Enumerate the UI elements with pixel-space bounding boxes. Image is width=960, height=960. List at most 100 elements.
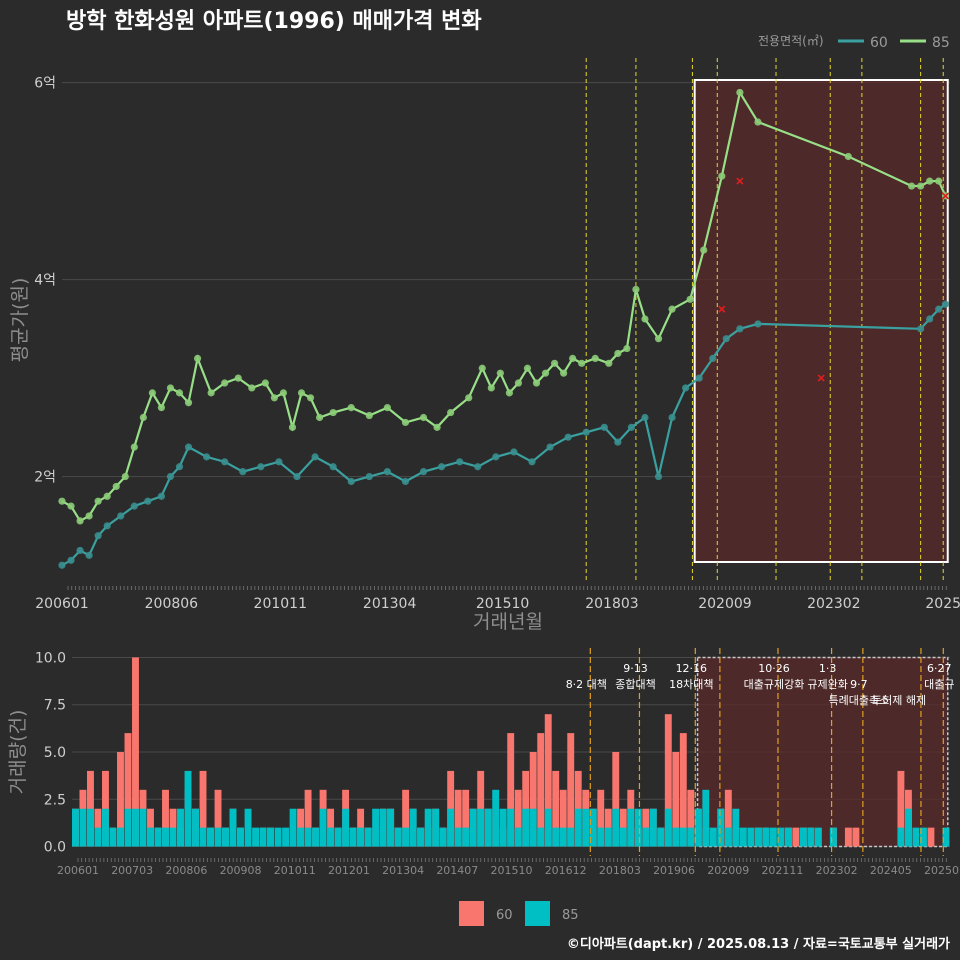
bar-85-64	[552, 827, 560, 847]
bar-85-53	[469, 808, 477, 847]
data-point-85-7	[121, 472, 129, 481]
y-tick-label-2: 6억	[34, 76, 56, 92]
bar-85-34	[327, 827, 335, 847]
bar-85-12	[162, 827, 169, 847]
data-point-60-26	[438, 463, 446, 471]
bar-85-78	[657, 827, 665, 847]
data-point-85-6	[112, 482, 120, 491]
data-point-60-0	[58, 561, 66, 569]
data-point-85-43	[541, 369, 550, 377]
bar-x-tick-label-14: 202302	[816, 864, 858, 877]
bar-60-64	[552, 770, 560, 847]
bar-85-6	[117, 827, 124, 847]
bar-y-tick-label-2: 5.0	[44, 745, 66, 761]
bar-60-58	[507, 733, 515, 847]
data-point-60-42	[695, 374, 703, 382]
bar-85-7	[124, 808, 132, 847]
bar-85-5	[109, 827, 117, 847]
bar-85-9	[139, 808, 147, 847]
x-tick-label-5: 201803	[585, 596, 638, 612]
data-point-60-38	[641, 413, 649, 422]
cancel-mark-3	[941, 192, 950, 200]
x-tick-label-2: 201011	[254, 596, 307, 612]
bar-85-10	[147, 827, 154, 847]
bar-85-116	[942, 827, 950, 847]
bar-60-72	[612, 752, 620, 847]
data-point-85-55	[668, 305, 676, 313]
data-point-60-36	[614, 438, 622, 446]
bar-60-110	[897, 770, 905, 847]
data-point-85-39	[505, 389, 513, 397]
bar-85-113	[919, 827, 927, 847]
data-point-60-45	[736, 325, 744, 333]
data-point-60-8	[144, 497, 152, 505]
price-panel: 2억 4억 6억 200601 200806 201011 201304 201510 2018…	[9, 58, 960, 633]
bar-legend-label-85: 85	[562, 908, 579, 923]
data-point-85-14	[184, 399, 193, 407]
bar-60-51	[454, 789, 462, 847]
data-point-85-61	[844, 152, 852, 161]
data-point-85-9	[139, 413, 147, 422]
bar-85-99	[814, 827, 822, 847]
bar-85-98	[807, 827, 815, 847]
bar-85-11	[154, 827, 162, 847]
data-point-60-19	[311, 453, 319, 461]
bar-x-tick-label-10: 201803	[599, 864, 641, 877]
bar-60-114	[927, 827, 935, 847]
data-point-85-65	[935, 177, 943, 185]
bar-60-44	[402, 789, 410, 847]
bar-60-8	[132, 657, 139, 847]
legend-label-85: 85	[932, 35, 950, 51]
x-tick-label-6: 202009	[698, 596, 751, 612]
data-point-60-17	[275, 458, 283, 466]
data-point-60-43	[709, 354, 717, 362]
data-point-85-58	[718, 172, 726, 180]
bar-60-19	[214, 789, 222, 847]
bar-85-24	[252, 827, 260, 847]
bar-85-40	[372, 808, 380, 847]
bar-85-90	[747, 827, 755, 847]
bar-85-56	[492, 789, 500, 847]
bar-85-83	[694, 808, 702, 847]
bar-85-65	[559, 827, 567, 847]
data-point-85-30	[383, 404, 391, 412]
data-point-60-39	[654, 472, 663, 481]
bar-85-82	[687, 827, 695, 847]
bar-60-96	[792, 827, 800, 847]
data-point-85-3	[85, 512, 93, 520]
bar-60-87	[724, 789, 732, 847]
bar-60-66	[567, 733, 575, 847]
bar-60-80	[672, 752, 680, 847]
bar-85-79	[664, 808, 672, 847]
bar-85-31	[304, 827, 312, 847]
policy-annotation-10: 특례대출축소	[829, 694, 890, 707]
bar-85-74	[627, 808, 635, 847]
data-point-85-29	[365, 411, 373, 420]
data-point-60-12	[184, 443, 193, 451]
bar-85-52	[462, 827, 470, 847]
bar-85-62	[537, 827, 545, 847]
bar-x-tick-label-15: 202405	[870, 864, 912, 877]
data-point-85-38	[496, 369, 504, 377]
bar-85-81	[679, 827, 687, 847]
bar-60-59	[514, 789, 522, 847]
bar-85-28	[282, 827, 290, 847]
bar-85-70	[597, 827, 605, 847]
data-point-85-2	[76, 517, 84, 525]
bar-x-tick-label-13: 202111	[761, 864, 803, 877]
bar-60-70	[597, 789, 605, 847]
bar-85-48	[432, 808, 440, 847]
policy-annotation-5: 10·26	[758, 662, 790, 675]
bar-x-tick-label-5: 201201	[328, 864, 370, 877]
bar-85-92	[762, 827, 770, 847]
bar-60-61	[529, 752, 537, 847]
bar-legend: 60 85	[459, 901, 579, 926]
bar-60-82	[687, 789, 695, 847]
bar-60-103	[844, 827, 852, 847]
data-point-60-6	[117, 512, 125, 520]
data-point-60-3	[85, 551, 93, 559]
bar-60-79	[664, 714, 672, 847]
data-point-85-35	[465, 394, 473, 402]
bar-x-tick-label-6: 201304	[382, 864, 424, 877]
